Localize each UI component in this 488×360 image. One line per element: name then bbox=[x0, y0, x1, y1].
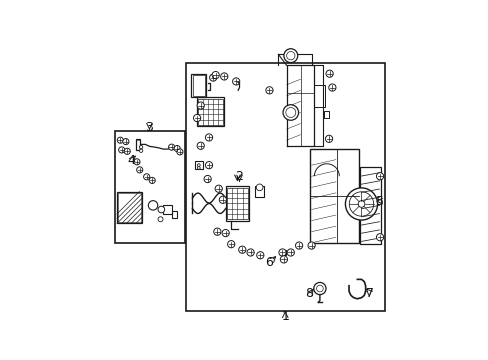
Bar bbox=[135, 139, 140, 150]
Circle shape bbox=[325, 135, 332, 143]
Circle shape bbox=[212, 72, 219, 79]
Circle shape bbox=[376, 173, 383, 180]
Circle shape bbox=[238, 246, 245, 253]
Circle shape bbox=[325, 70, 332, 77]
Circle shape bbox=[139, 145, 142, 149]
Circle shape bbox=[286, 249, 294, 256]
Circle shape bbox=[143, 174, 149, 180]
Circle shape bbox=[328, 84, 335, 91]
Circle shape bbox=[119, 147, 124, 153]
Circle shape bbox=[348, 192, 373, 216]
Circle shape bbox=[197, 102, 204, 109]
Bar bbox=[194, 161, 203, 169]
Circle shape bbox=[174, 145, 180, 152]
Bar bbox=[227, 188, 247, 219]
Circle shape bbox=[256, 252, 264, 259]
Bar bbox=[359, 167, 380, 244]
Circle shape bbox=[158, 217, 163, 222]
Bar bbox=[225, 186, 249, 221]
Circle shape bbox=[316, 285, 323, 292]
Bar bbox=[115, 131, 185, 243]
Circle shape bbox=[197, 167, 200, 169]
Circle shape bbox=[193, 114, 200, 122]
Circle shape bbox=[232, 78, 239, 85]
Circle shape bbox=[307, 242, 315, 249]
Bar bbox=[191, 74, 206, 97]
Text: 8: 8 bbox=[305, 287, 313, 300]
Circle shape bbox=[124, 148, 130, 154]
Text: 5: 5 bbox=[375, 195, 383, 208]
Circle shape bbox=[376, 234, 383, 241]
Bar bbox=[198, 99, 222, 125]
Circle shape bbox=[313, 283, 325, 294]
Circle shape bbox=[134, 159, 140, 165]
Circle shape bbox=[284, 49, 297, 63]
Circle shape bbox=[177, 149, 183, 155]
Circle shape bbox=[197, 164, 200, 167]
Circle shape bbox=[285, 108, 295, 117]
Bar bbox=[171, 211, 177, 218]
Circle shape bbox=[246, 249, 254, 256]
Circle shape bbox=[149, 177, 155, 184]
Circle shape bbox=[265, 87, 272, 94]
Circle shape bbox=[283, 105, 298, 120]
Text: 4: 4 bbox=[127, 154, 135, 167]
Circle shape bbox=[278, 249, 285, 256]
Bar bbox=[279, 250, 285, 255]
Circle shape bbox=[280, 256, 287, 263]
Circle shape bbox=[158, 206, 164, 213]
Text: 2: 2 bbox=[235, 170, 243, 183]
Bar bbox=[136, 140, 140, 150]
Circle shape bbox=[286, 51, 294, 60]
Text: 1: 1 bbox=[281, 310, 288, 323]
Text: 6: 6 bbox=[264, 256, 272, 269]
Bar bbox=[324, 111, 328, 118]
Bar bbox=[118, 193, 140, 222]
Circle shape bbox=[148, 201, 158, 210]
Bar bbox=[196, 97, 224, 126]
Circle shape bbox=[197, 142, 204, 149]
Bar bbox=[192, 75, 204, 96]
Bar bbox=[254, 186, 264, 197]
Circle shape bbox=[295, 242, 302, 249]
Circle shape bbox=[122, 139, 129, 145]
Circle shape bbox=[205, 162, 212, 169]
Circle shape bbox=[203, 175, 211, 183]
Circle shape bbox=[213, 228, 221, 235]
Circle shape bbox=[227, 240, 234, 248]
Circle shape bbox=[220, 73, 227, 80]
Circle shape bbox=[137, 167, 142, 173]
Circle shape bbox=[117, 137, 123, 143]
Text: 3: 3 bbox=[145, 121, 153, 134]
Circle shape bbox=[219, 196, 226, 203]
Text: 7: 7 bbox=[365, 287, 373, 300]
Circle shape bbox=[139, 149, 142, 152]
Bar bbox=[186, 63, 384, 311]
Bar bbox=[117, 192, 142, 223]
Circle shape bbox=[215, 185, 222, 192]
Circle shape bbox=[205, 134, 212, 141]
Circle shape bbox=[209, 74, 216, 81]
Bar bbox=[163, 204, 171, 214]
Circle shape bbox=[222, 229, 229, 237]
Circle shape bbox=[345, 188, 377, 220]
Circle shape bbox=[168, 144, 174, 150]
Circle shape bbox=[357, 201, 364, 207]
Circle shape bbox=[256, 184, 263, 191]
Bar bbox=[309, 149, 358, 243]
